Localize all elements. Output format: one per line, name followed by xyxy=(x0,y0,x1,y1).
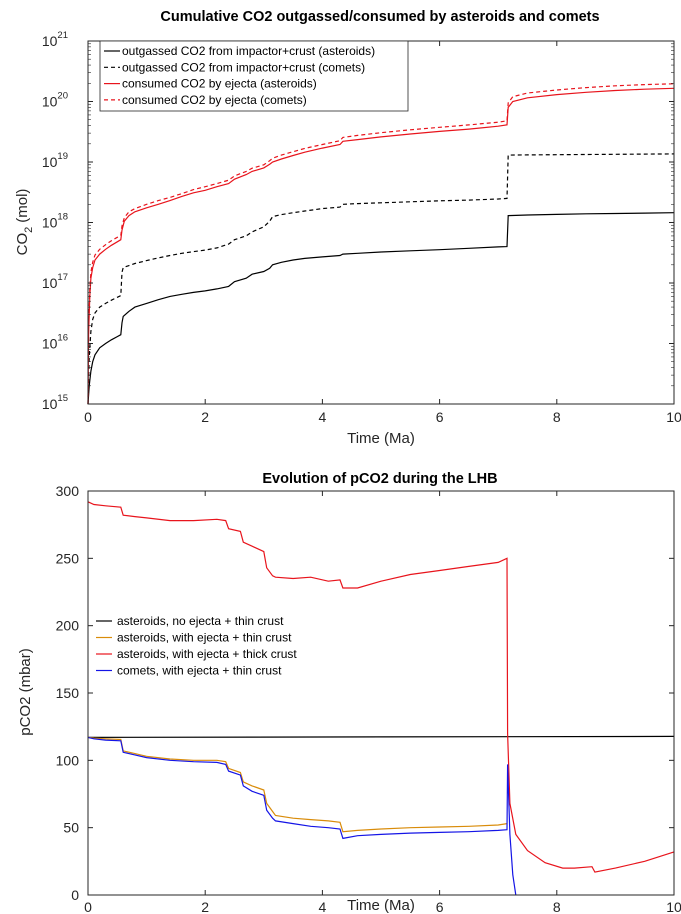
legend-label: asteroids, with ejecta + thick crust xyxy=(117,647,297,661)
x-axis-label: Time (Ma) xyxy=(347,430,415,447)
x-tick-label: 0 xyxy=(84,899,92,914)
x-axis-label: Time (Ma) xyxy=(347,897,415,914)
y-tick-label: 1018 xyxy=(42,212,68,231)
chart-title: Evolution of pCO2 during the LHB xyxy=(262,471,497,487)
y-axis-label-unit: (mol) xyxy=(14,189,31,223)
y-tick-exponent: 18 xyxy=(57,212,68,223)
plot-area xyxy=(87,83,675,405)
x-tick-label: 6 xyxy=(436,409,444,425)
series-line-3 xyxy=(87,501,675,873)
y-tick-label: 1020 xyxy=(42,91,68,110)
legend-label: outgassed CO2 from impactor+crust (comet… xyxy=(122,60,365,74)
y-tick-base: 10 xyxy=(42,215,58,231)
y-tick-label: 150 xyxy=(56,685,80,701)
y-tick-exponent: 17 xyxy=(57,272,68,283)
series-line-1 xyxy=(87,735,675,738)
y-tick-exponent: 21 xyxy=(57,30,68,41)
y-tick-label: 300 xyxy=(56,483,80,499)
y-axis-label: CO2 (mol) xyxy=(14,189,35,256)
y-tick-label: 1015 xyxy=(42,393,68,412)
x-tick-label: 4 xyxy=(319,409,327,425)
legend-label: outgassed CO2 from impactor+crust (aster… xyxy=(122,44,375,58)
y-tick-exponent: 20 xyxy=(57,91,68,102)
y-tick-label: 50 xyxy=(63,820,79,836)
x-tick-label: 10 xyxy=(666,899,681,914)
chart-title: Cumulative CO2 outgassed/consumed by ast… xyxy=(160,9,599,25)
y-tick-label: 100 xyxy=(56,752,80,768)
y-axis-label-subscript: 2 xyxy=(23,227,35,233)
x-tick-label: 6 xyxy=(436,899,444,914)
chart-cumulative-co2: Cumulative CO2 outgassed/consumed by ast… xyxy=(14,9,681,447)
series-line-3 xyxy=(87,87,675,405)
y-tick-label: 250 xyxy=(56,550,80,566)
legend-box xyxy=(99,40,409,112)
y-tick-exponent: 19 xyxy=(57,151,68,162)
x-tick-label: 2 xyxy=(201,409,209,425)
y-tick-exponent: 15 xyxy=(57,393,68,404)
y-tick-base: 10 xyxy=(42,396,58,412)
x-tick-label: 8 xyxy=(553,409,561,425)
series-line-2 xyxy=(87,153,675,405)
series-line-2 xyxy=(87,736,508,833)
y-tick-label: 1016 xyxy=(42,333,68,352)
plot-area xyxy=(87,501,675,896)
y-tick-base: 10 xyxy=(42,154,58,170)
y-axis-label-main: CO xyxy=(14,233,31,256)
chart-pco2-evolution: Evolution of pCO2 during the LHB 0 2 4 6 8 10… xyxy=(17,471,681,914)
y-tick-base: 10 xyxy=(42,94,58,110)
y-tick-exponent: 16 xyxy=(57,333,68,344)
x-tick-label: 10 xyxy=(666,409,681,425)
legend-label: consumed CO2 by ejecta (comets) xyxy=(122,93,307,107)
y-tick-base: 10 xyxy=(42,275,58,291)
series-line-1 xyxy=(87,212,675,405)
legend-label: asteroids, with ejecta + thin crust xyxy=(117,631,292,645)
y-tick-base: 10 xyxy=(42,33,58,49)
y-tick-label: 200 xyxy=(56,618,80,634)
x-tick-label: 0 xyxy=(84,409,92,425)
y-tick-label: 1019 xyxy=(42,151,68,170)
y-tick-label: 1021 xyxy=(42,30,68,49)
legend: outgassed CO2 from impactor+crust (aster… xyxy=(99,40,409,112)
x-tick-label: 4 xyxy=(319,899,327,914)
legend-label: comets, with ejecta + thin crust xyxy=(117,664,282,678)
y-tick-base: 10 xyxy=(42,336,58,352)
legend: asteroids, no ejecta + thin crust asteroi… xyxy=(96,614,297,678)
legend-label: consumed CO2 by ejecta (asteroids) xyxy=(122,77,317,91)
x-tick-label: 2 xyxy=(201,899,209,914)
legend-label: asteroids, no ejecta + thin crust xyxy=(117,614,284,628)
y-axis-label: pCO2 (mbar) xyxy=(17,648,34,736)
series-line-4 xyxy=(87,83,675,405)
y-tick-label: 1017 xyxy=(42,272,68,291)
y-tick-label: 0 xyxy=(71,887,79,903)
x-tick-label: 8 xyxy=(553,899,561,914)
series-line-4 xyxy=(87,736,517,896)
